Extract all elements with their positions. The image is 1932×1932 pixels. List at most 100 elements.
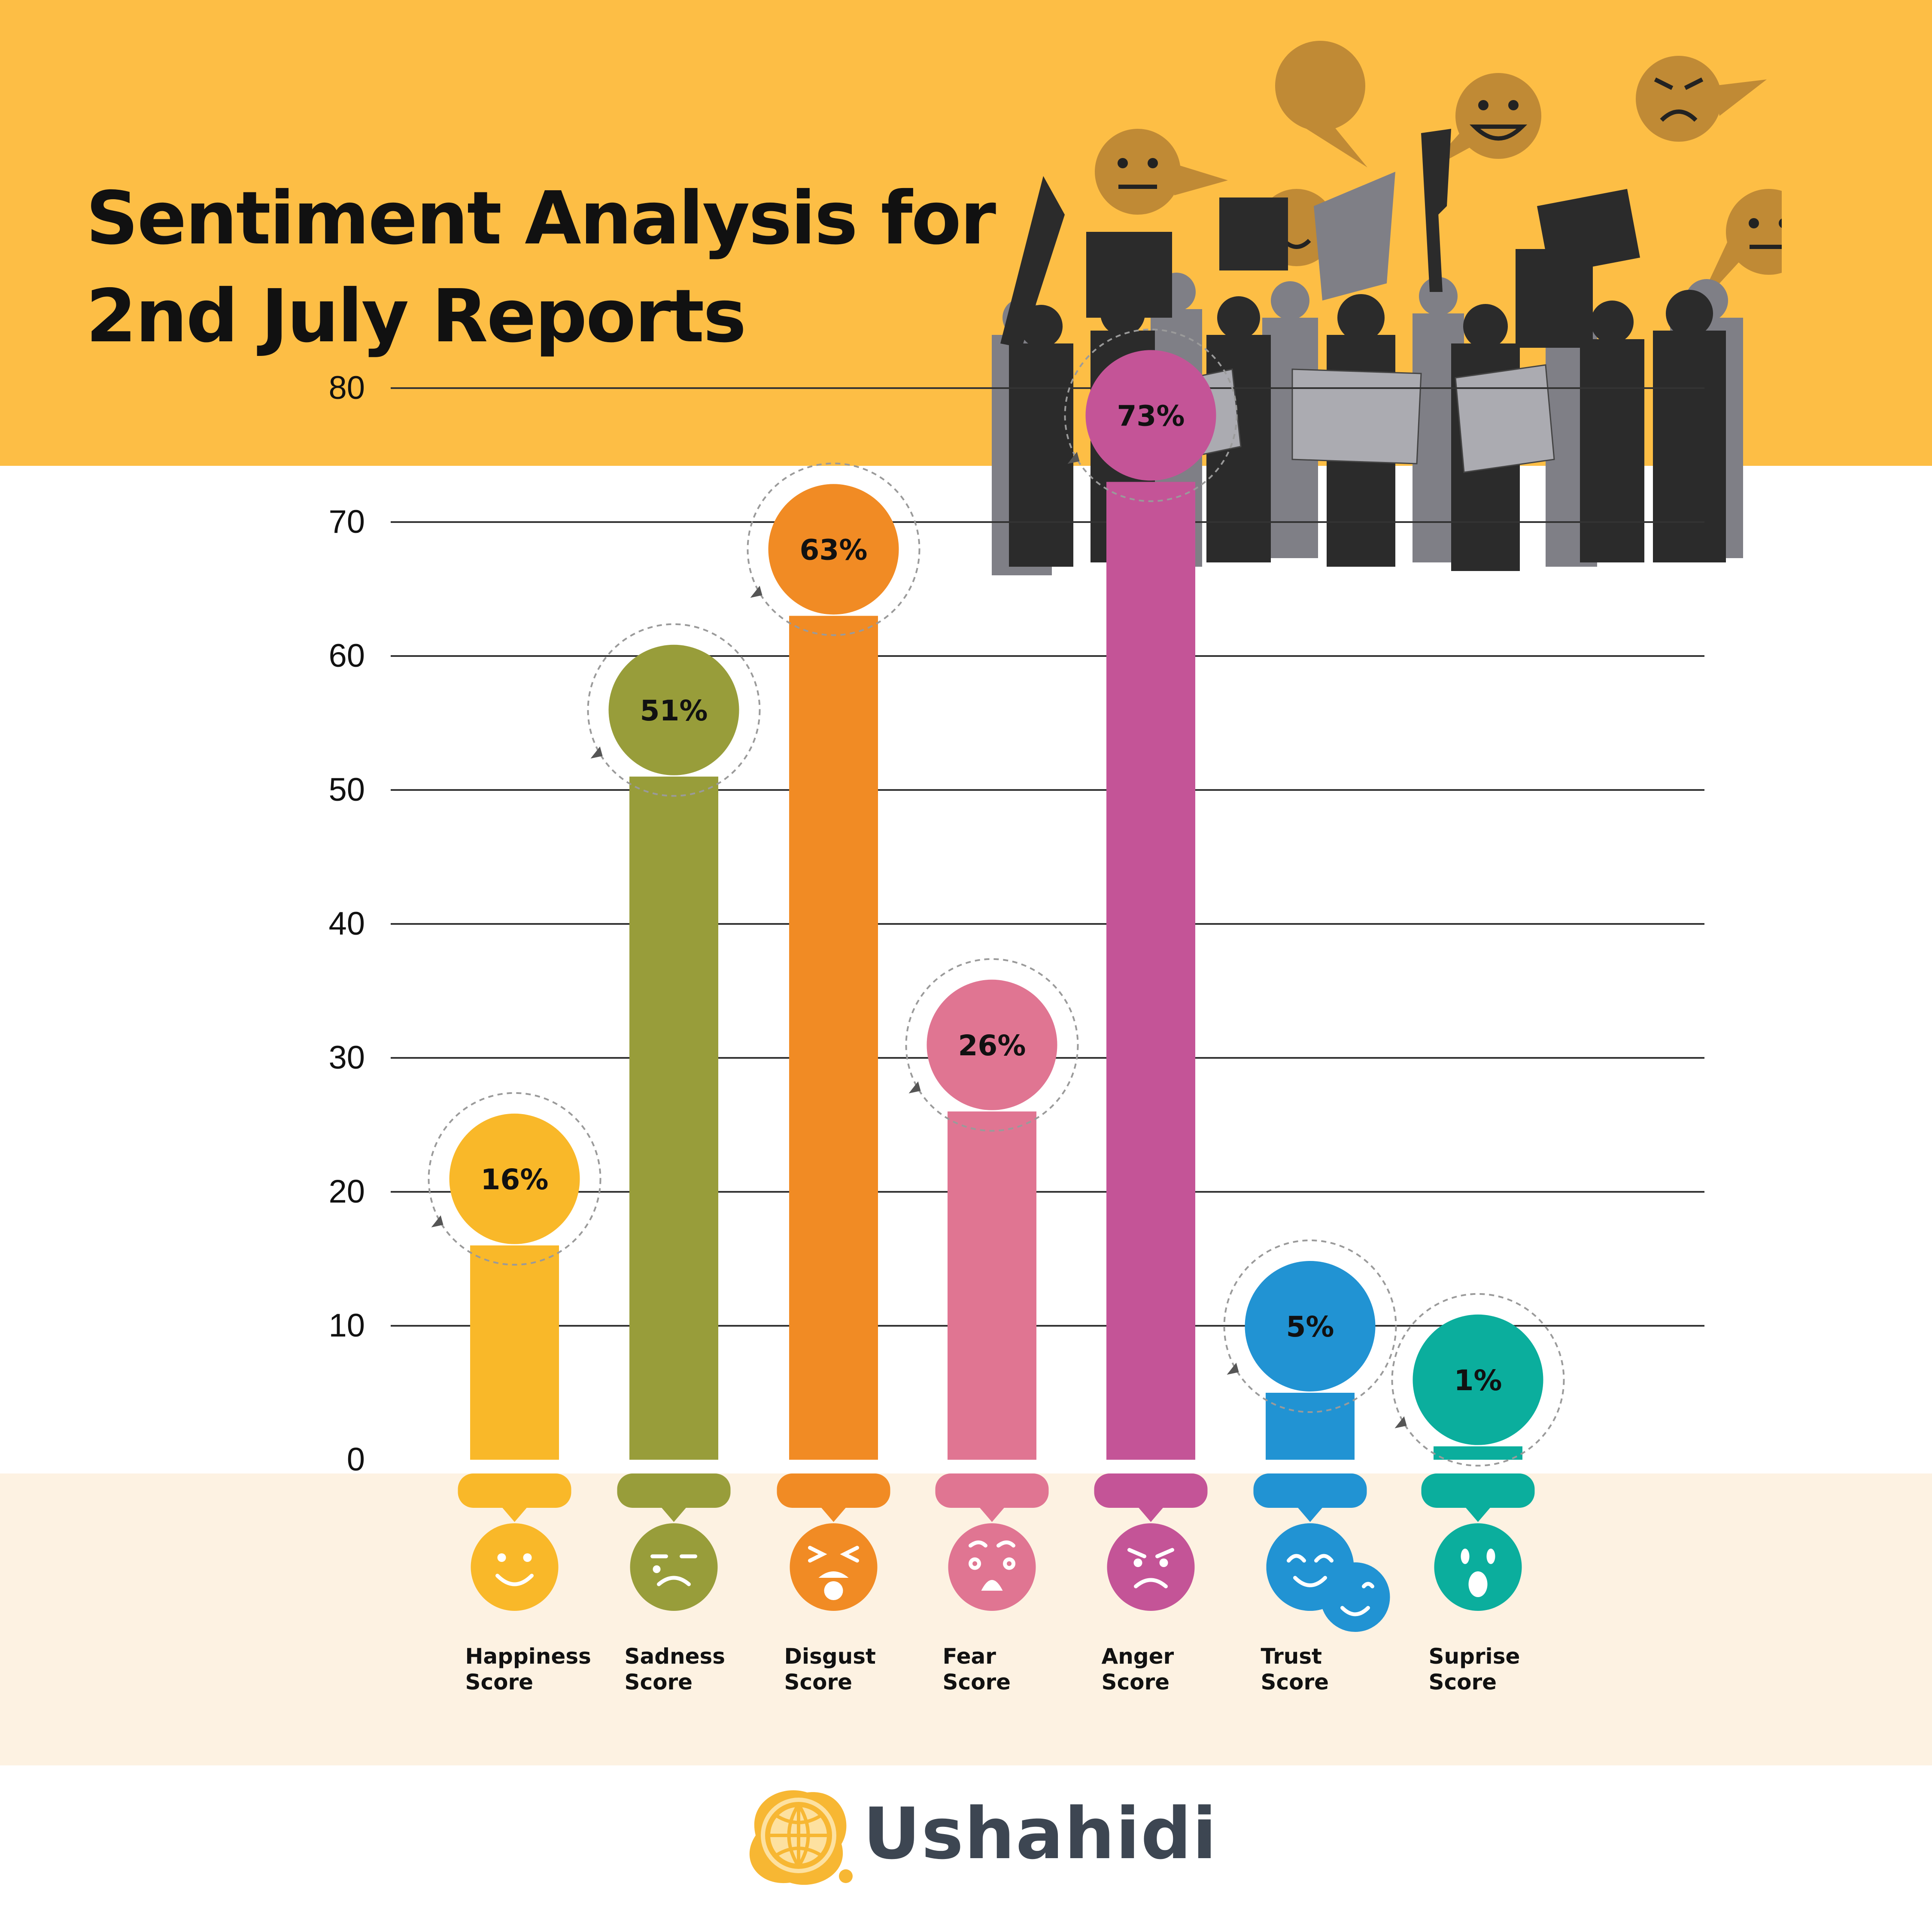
bar [1434,1446,1522,1460]
value-bubble [449,1113,580,1244]
icon-stroke [1362,1582,1374,1589]
label-tab-pointer [1465,1507,1491,1522]
value-bubble [608,644,739,775]
label-tab-pointer [661,1507,687,1522]
y-tick-label: 60 [328,638,365,674]
ushahidi-logo: Ushahidi [730,1775,1217,1896]
value-label: 1% [1454,1364,1502,1397]
dashed-ring [1223,1239,1397,1413]
icon-face [948,1523,1036,1611]
happy-face-icon [471,1523,559,1611]
value-label: 26% [958,1029,1026,1062]
category-label: Score [1261,1670,1329,1695]
icon-face [1107,1523,1195,1611]
disgust-face-icon [790,1523,878,1611]
category-label: Score [784,1670,853,1695]
icon-face [1434,1523,1522,1611]
icon-eye [1486,1549,1495,1564]
bar [789,616,878,1460]
label-tab [1421,1473,1535,1508]
value-label: 73% [1117,399,1185,432]
value-bubble [927,979,1057,1110]
neutral-bubble-icon [1095,129,1228,215]
y-tick-label: 0 [347,1441,365,1478]
angry-bubble-icon [1636,56,1767,142]
icon-stroke [969,1557,1016,1570]
label-tab [935,1473,1049,1508]
icon-mouth [981,1580,1003,1591]
surprise-face-icon [1434,1523,1522,1611]
ring-arrow [1227,1363,1239,1375]
dashed-ring [747,462,920,636]
category-label: Score [465,1670,534,1695]
y-tick-label: 50 [328,772,365,808]
bar [1266,1393,1355,1460]
value-label: 16% [481,1163,549,1196]
trust-faces-icon [1266,1523,1394,1635]
dashed-ring [428,1092,601,1266]
label-tab-pointer [501,1507,528,1522]
bar [1106,482,1195,1460]
label-tab-pointer [979,1507,1005,1522]
bar [470,1245,559,1460]
category-label-band [0,1473,1932,1765]
category-label: Score [943,1670,1011,1695]
category-label: Score [625,1670,693,1695]
icon-mouth [1468,1571,1488,1597]
category-label: Trust [1261,1644,1322,1669]
value-bubble [768,484,899,615]
icon-stroke [969,1540,1015,1548]
ring-arrow [431,1215,444,1227]
fear-face-icon [948,1523,1036,1611]
category-label: Sadness [625,1644,726,1669]
icon-face [790,1523,878,1611]
globe-logo-icon [749,1790,853,1885]
title-line-1: Sentiment Analysis for [86,176,996,261]
icon-stroke [1293,1576,1327,1587]
dashed-ring [587,623,761,797]
category-label: Score [1429,1670,1497,1695]
category-label: Suprise [1429,1644,1520,1669]
y-tick-label: 70 [328,504,365,540]
ring-arrow [590,746,603,759]
page-title: Sentiment Analysis for 2nd July Reports [86,170,996,365]
category-label: Anger [1102,1644,1174,1669]
icon-dot [1159,1558,1168,1567]
icon-stroke [1287,1554,1334,1563]
label-tab-pointer [1297,1507,1323,1522]
category-label: Happiness [465,1644,591,1669]
category-label: Score [1102,1670,1170,1695]
dashed-ring [1064,328,1238,502]
bar [629,776,718,1460]
y-tick-label: 10 [328,1307,365,1344]
y-tick-label: 30 [328,1039,365,1076]
dashed-ring [1391,1293,1565,1467]
y-tick-label: 40 [328,905,365,942]
icon-stroke [1340,1606,1370,1616]
icon-mouth [818,1571,849,1578]
icon-face [630,1523,718,1611]
icon-face [471,1523,559,1611]
icon-dot [653,1565,661,1573]
icon-stroke [1134,1578,1168,1589]
icon-tongue [824,1581,843,1600]
category-label: Fear [943,1644,996,1669]
value-bubble [1413,1314,1543,1445]
icon-face-front [1266,1523,1354,1611]
dashed-ring [905,958,1079,1132]
sad-face-icon [630,1523,718,1611]
label-tab [1094,1473,1208,1508]
ring-arrow [1067,452,1080,464]
icon-dot [523,1553,532,1562]
icon-stroke [657,1576,691,1586]
label-tab [458,1473,571,1508]
title-line-2: 2nd July Reports [86,274,747,359]
angry-face-icon [1107,1523,1195,1611]
icon-stroke [495,1574,534,1586]
icon-eye [1461,1549,1470,1564]
label-tab-pointer [820,1507,847,1522]
bubble-top-icon [1275,41,1367,167]
ring-arrow [1394,1416,1407,1428]
icon-dot [497,1553,506,1562]
